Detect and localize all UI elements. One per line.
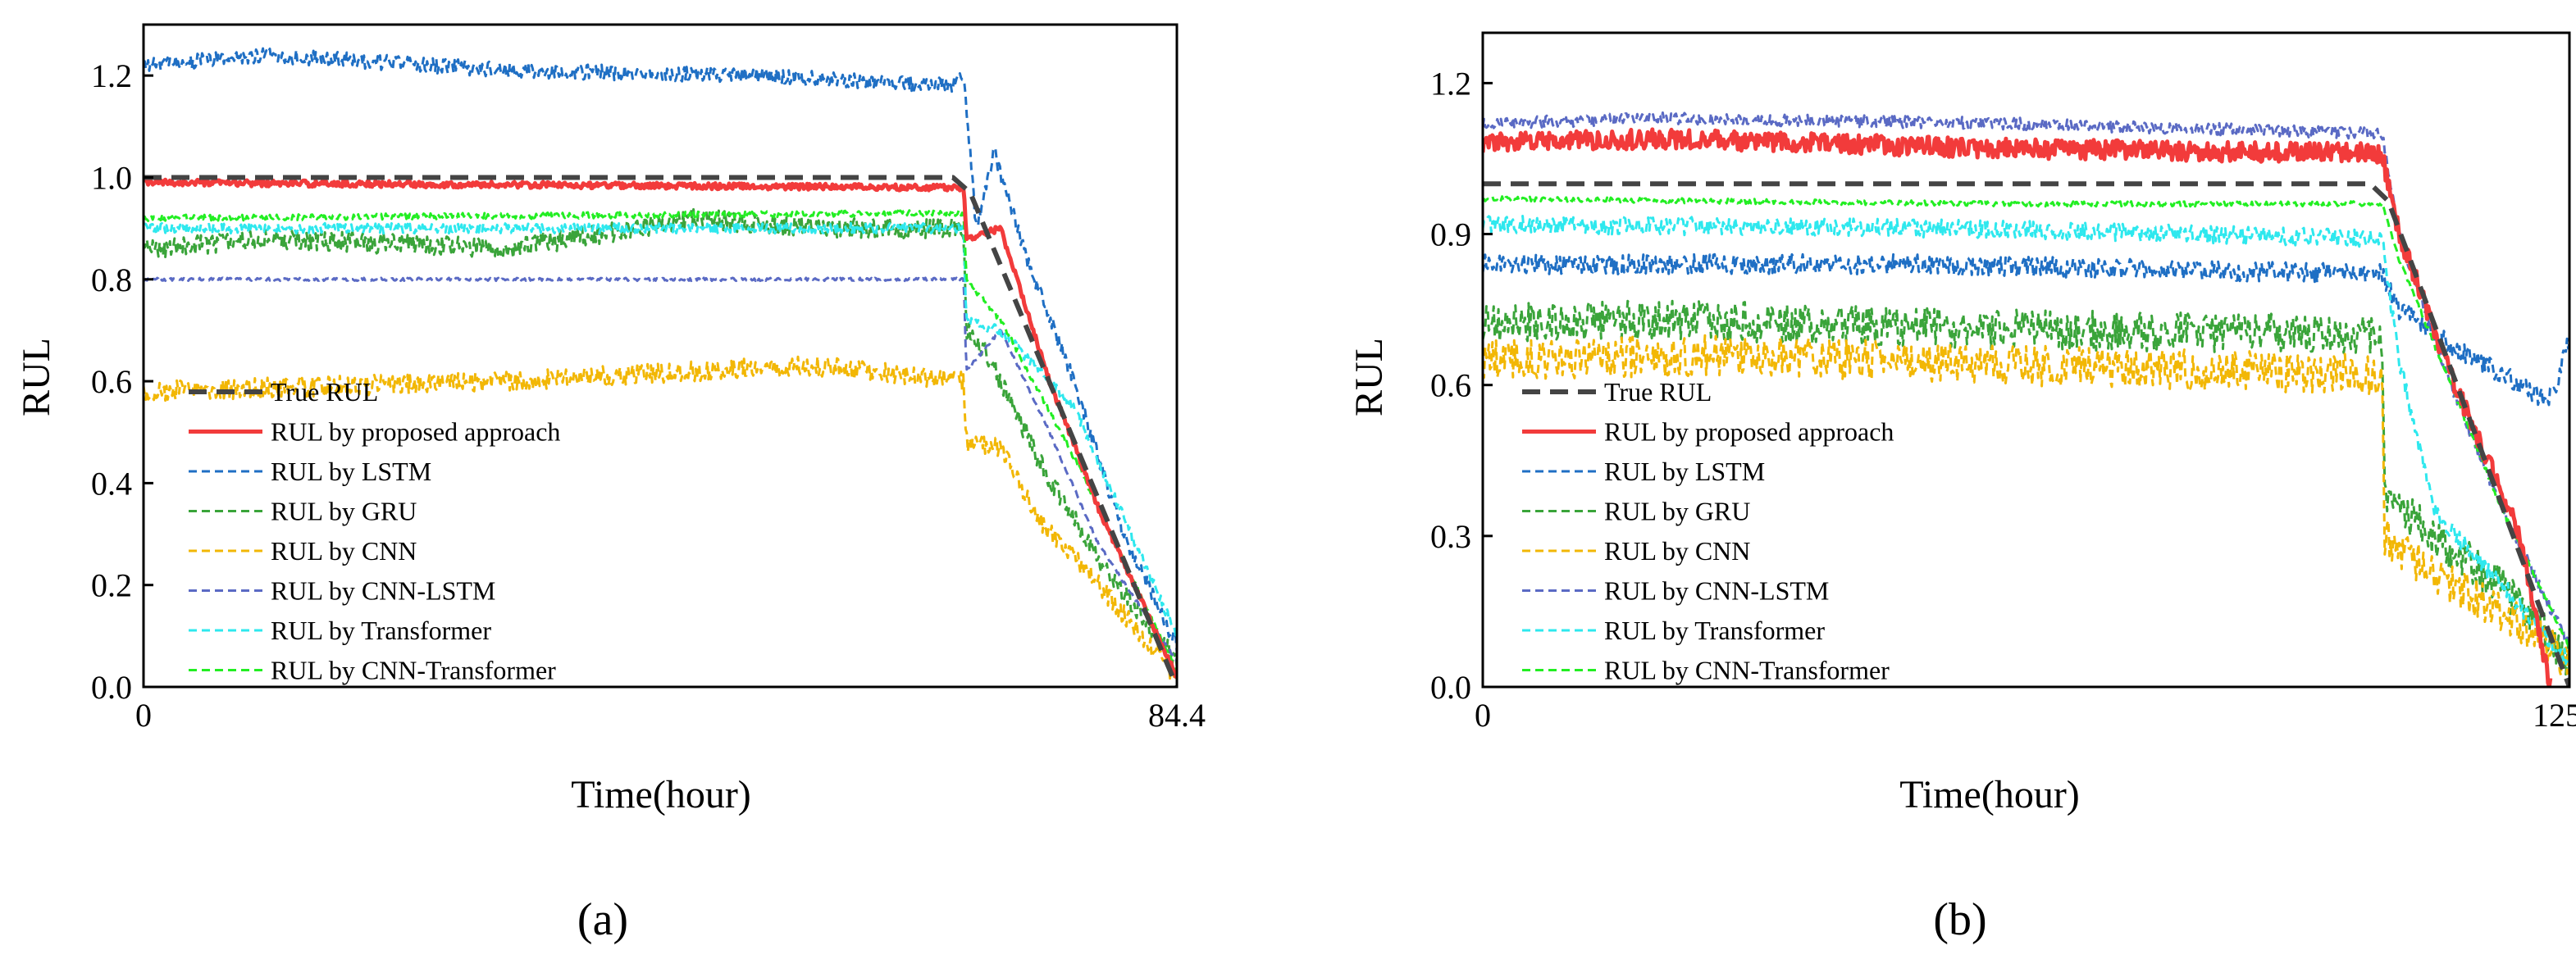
x-tick-label: 84.4 (1148, 697, 1206, 734)
plot-frame (1481, 31, 2571, 689)
y-tick-label: 0.6 (91, 363, 132, 400)
panel-label-b: (b) (1933, 894, 1986, 945)
y-tick-label: 1.0 (91, 159, 132, 196)
series-line-cnn_transformer (1483, 195, 2569, 647)
frame-layer-b: 0.0 0.3 0.6 0.9 1.2 0 125.7 (1430, 31, 2576, 734)
series-line-lstm (1483, 252, 2569, 407)
series-line-true_rul (1483, 181, 2569, 687)
legend-a: True RUL RUL by proposed approach RUL by L… (189, 377, 560, 685)
series-line-proposed (1483, 127, 2553, 687)
series-layer-b (1483, 111, 2569, 687)
plot-frame (142, 23, 1179, 689)
legend-label-true_rul: True RUL (271, 377, 378, 407)
series-layer-a (144, 47, 1177, 687)
legend-label-lstm: RUL by LSTM (271, 457, 431, 486)
series-line-transformer (1483, 215, 2569, 666)
series-line-lstm (144, 47, 1177, 653)
frame-layer-a: 0.0 0.2 0.4 0.6 0.8 1.0 1.2 0 84.4 (91, 23, 1206, 734)
y-tick-label: 0.0 (91, 669, 132, 706)
legend-label-cnn_transformer: RUL by CNN-Transformer (271, 656, 556, 685)
x-tick-label: 0 (135, 697, 152, 734)
y-tick-label: 0.4 (91, 465, 132, 502)
y-tick-label: 0.9 (1430, 216, 1471, 253)
legend-label-lstm: RUL by LSTM (1604, 457, 1765, 486)
y-axis-label-a: RUL (15, 338, 58, 416)
chart-panel-b: 0.0 0.3 0.6 0.9 1.2 0 125.7 True RUL RUL by pro… (1347, 31, 2576, 945)
x-tick-label: 0 (1475, 697, 1491, 734)
legend-b: True RUL RUL by proposed approach RUL by L… (1522, 377, 1894, 685)
series-line-gru (1483, 299, 2569, 676)
legend-label-proposed: RUL by proposed approach (271, 417, 560, 447)
legend-label-transformer: RUL by Transformer (271, 616, 491, 645)
y-tick-label: 0.0 (1430, 669, 1471, 706)
legend-label-proposed: RUL by proposed approach (1604, 417, 1894, 447)
x-axis-label-b: Time(hour) (1899, 773, 2080, 816)
legend-label-cnn_lstm: RUL by CNN-LSTM (271, 576, 495, 606)
legend-label-gru: RUL by GRU (1604, 497, 1750, 526)
series-line-true_rul (144, 175, 1177, 687)
series-line-cnn (144, 355, 1177, 680)
legend-label-cnn_lstm: RUL by CNN-LSTM (1604, 576, 1829, 606)
y-tick-label: 0.6 (1430, 367, 1471, 404)
legend-label-cnn: RUL by CNN (271, 536, 417, 566)
legend-label-true_rul: True RUL (1604, 377, 1712, 407)
x-tick-label: 125.7 (2533, 697, 2576, 734)
panel-label-a: (a) (577, 894, 628, 945)
legend-label-cnn: RUL by CNN (1604, 536, 1750, 566)
series-line-cnn_lstm (144, 276, 1177, 662)
series-line-transformer (144, 221, 1177, 637)
legend-label-cnn_transformer: RUL by CNN-Transformer (1604, 656, 1890, 685)
series-line-cnn_transformer (144, 209, 1177, 673)
y-tick-label: 0.8 (91, 261, 132, 298)
series-line-cnn (1483, 334, 2569, 677)
series-line-proposed (144, 177, 1177, 679)
y-tick-label: 1.2 (1430, 65, 1471, 102)
x-axis-label-a: Time(hour) (571, 773, 751, 816)
chart-panel-a: 0.0 0.2 0.4 0.6 0.8 1.0 1.2 0 84.4 True RUL RUL b… (15, 23, 1206, 945)
y-tick-label: 0.2 (91, 567, 132, 604)
y-tick-label: 1.2 (91, 57, 132, 94)
legend-label-gru: RUL by GRU (271, 497, 417, 526)
y-axis-label-b: RUL (1347, 338, 1391, 416)
y-tick-label: 0.3 (1430, 518, 1471, 555)
legend-label-transformer: RUL by Transformer (1604, 616, 1825, 645)
